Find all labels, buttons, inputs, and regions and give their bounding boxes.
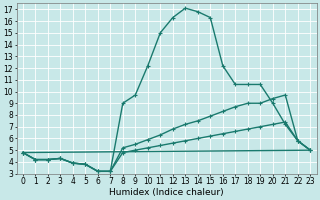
X-axis label: Humidex (Indice chaleur): Humidex (Indice chaleur) [109,188,224,197]
